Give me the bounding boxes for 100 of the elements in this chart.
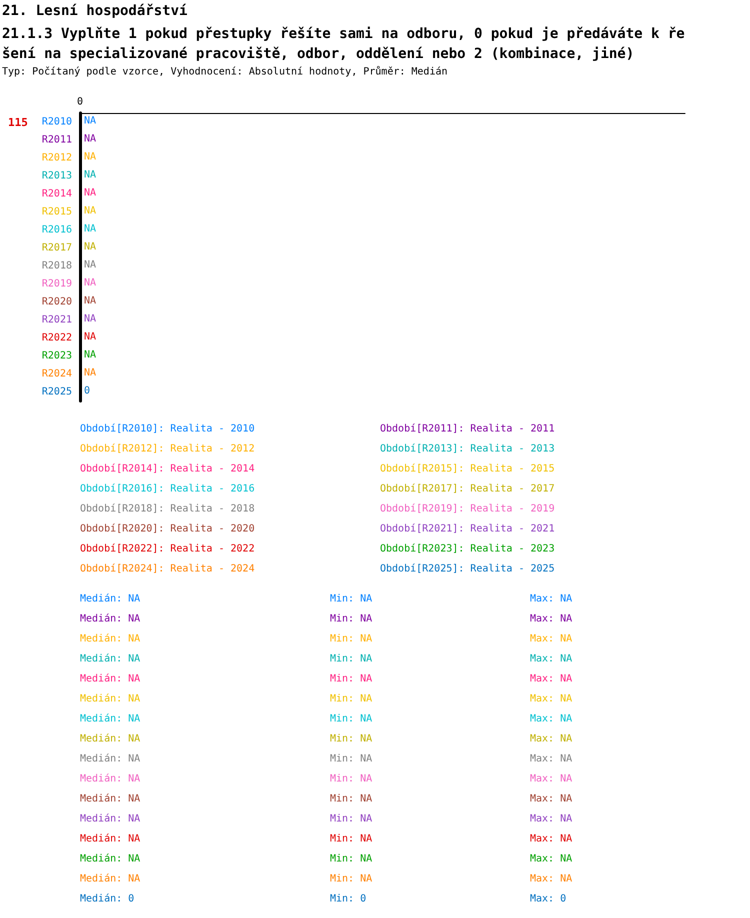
data-label: NA	[84, 188, 96, 198]
data-label: NA	[84, 116, 96, 126]
text: Max: NA	[530, 754, 572, 764]
text: Min: NA	[330, 854, 372, 864]
text: Max: NA	[530, 694, 572, 704]
text: Max: NA	[530, 634, 572, 644]
text: Min: NA	[330, 634, 372, 644]
text: Min: NA	[330, 754, 372, 764]
category-label: R2024	[42, 368, 72, 380]
text: Min: NA	[330, 794, 372, 804]
data-label: NA	[84, 152, 96, 162]
text: Období[R2023]: Realita - 2023	[380, 544, 555, 554]
text: Max: NA	[530, 814, 572, 824]
data-label: NA	[84, 170, 96, 180]
category-label: R2013	[42, 170, 72, 182]
text: Min: NA	[330, 734, 372, 744]
text: Období[R2022]: Realita - 2022	[80, 544, 255, 554]
text: 115	[8, 116, 28, 129]
text: Medián: NA	[80, 654, 140, 664]
category-label: R2016	[42, 224, 72, 236]
text: Období[R2011]: Realita - 2011	[380, 424, 555, 434]
text: Období[R2024]: Realita - 2024	[80, 564, 255, 574]
category-label: R2012	[42, 152, 72, 164]
data-label: NA	[84, 206, 96, 216]
text: Medián: NA	[80, 614, 140, 624]
category-label: R2014	[42, 188, 72, 200]
text: 0	[77, 96, 84, 108]
text: Min: NA	[330, 774, 372, 784]
text: Období[R2013]: Realita - 2013	[380, 444, 555, 454]
text: Medián: NA	[80, 634, 140, 644]
text: Typ: Počítaný podle vzorce, Vyhodnocení: Absolutní hodnoty, Průměr: Medián	[2, 66, 448, 78]
category-label: R2017	[42, 242, 72, 254]
text: Min: NA	[330, 834, 372, 844]
text: Medián: NA	[80, 694, 140, 704]
text: Max: NA	[530, 714, 572, 724]
text: Období[R2012]: Realita - 2012	[80, 444, 255, 454]
text: Medián: NA	[80, 754, 140, 764]
data-label: NA	[84, 314, 96, 324]
text: Min: NA	[330, 614, 372, 624]
category-label: R2025	[42, 386, 72, 398]
text: Období[R2021]: Realita - 2021	[380, 524, 555, 534]
text: 21.1.3 Vyplňte 1 pokud přestupky řešíte sami na odboru, 0 pokud je předáváte k řešení na specializované pracoviště, odbor, oddělení nebo 2 (kombinace, jiné)	[2, 26, 685, 62]
text: Období[R2017]: Realita - 2017	[380, 484, 555, 494]
text: Max: NA	[530, 614, 572, 624]
data-label: NA	[84, 224, 96, 234]
category-label: R2023	[42, 350, 72, 362]
text: Medián: 0	[80, 894, 134, 904]
text: Medián: NA	[80, 714, 140, 724]
category-label: R2019	[42, 278, 72, 290]
text: Období[R2020]: Realita - 2020	[80, 524, 255, 534]
text: Období[R2015]: Realita - 2015	[380, 464, 555, 474]
text: Max: NA	[530, 874, 572, 884]
text: Min: NA	[330, 714, 372, 724]
text: Max: 0	[530, 894, 566, 904]
text: Max: NA	[530, 594, 572, 604]
data-label: NA	[84, 242, 96, 252]
data-label: NA	[84, 134, 96, 144]
text: Období[R2019]: Realita - 2019	[380, 504, 555, 514]
text: Min: NA	[330, 674, 372, 684]
text: Min: NA	[330, 694, 372, 704]
category-label: R2015	[42, 206, 72, 218]
text: Medián: NA	[80, 794, 140, 804]
text: Max: NA	[530, 674, 572, 684]
text: Medián: NA	[80, 854, 140, 864]
data-label: NA	[84, 296, 96, 306]
category-label: R2020	[42, 296, 72, 308]
text: Období[R2014]: Realita - 2014	[80, 464, 255, 474]
text: Období[R2010]: Realita - 2010	[80, 424, 255, 434]
text: Medián: NA	[80, 874, 140, 884]
data-label: NA	[84, 260, 96, 270]
text: Min: NA	[330, 874, 372, 884]
category-label: R2010	[42, 116, 72, 128]
text: Medián: NA	[80, 834, 140, 844]
data-label: 0	[84, 386, 90, 396]
text: Medián: NA	[80, 774, 140, 784]
text: Min: 0	[330, 894, 366, 904]
text: Max: NA	[530, 794, 572, 804]
text: Min: NA	[330, 654, 372, 664]
data-label: NA	[84, 368, 96, 378]
text: Min: NA	[330, 594, 372, 604]
data-label: NA	[84, 350, 96, 360]
category-label: R2021	[42, 314, 72, 326]
text: 21. Lesní hospodářství	[2, 3, 188, 19]
text: Období[R2025]: Realita - 2025	[380, 564, 555, 574]
text: Období[R2018]: Realita - 2018	[80, 504, 255, 514]
text: Medián: NA	[80, 674, 140, 684]
text: Medián: NA	[80, 814, 140, 824]
text: Max: NA	[530, 854, 572, 864]
text: Max: NA	[530, 774, 572, 784]
text: Max: NA	[530, 834, 572, 844]
text: Medián: NA	[80, 734, 140, 744]
text: Max: NA	[530, 734, 572, 744]
text: Max: NA	[530, 654, 572, 664]
text: Medián: NA	[80, 594, 140, 604]
category-label: R2011	[42, 134, 72, 146]
data-label: NA	[84, 278, 96, 288]
text: Min: NA	[330, 814, 372, 824]
text: Období[R2016]: Realita - 2016	[80, 484, 255, 494]
category-label: R2018	[42, 260, 72, 272]
data-label: NA	[84, 332, 96, 342]
